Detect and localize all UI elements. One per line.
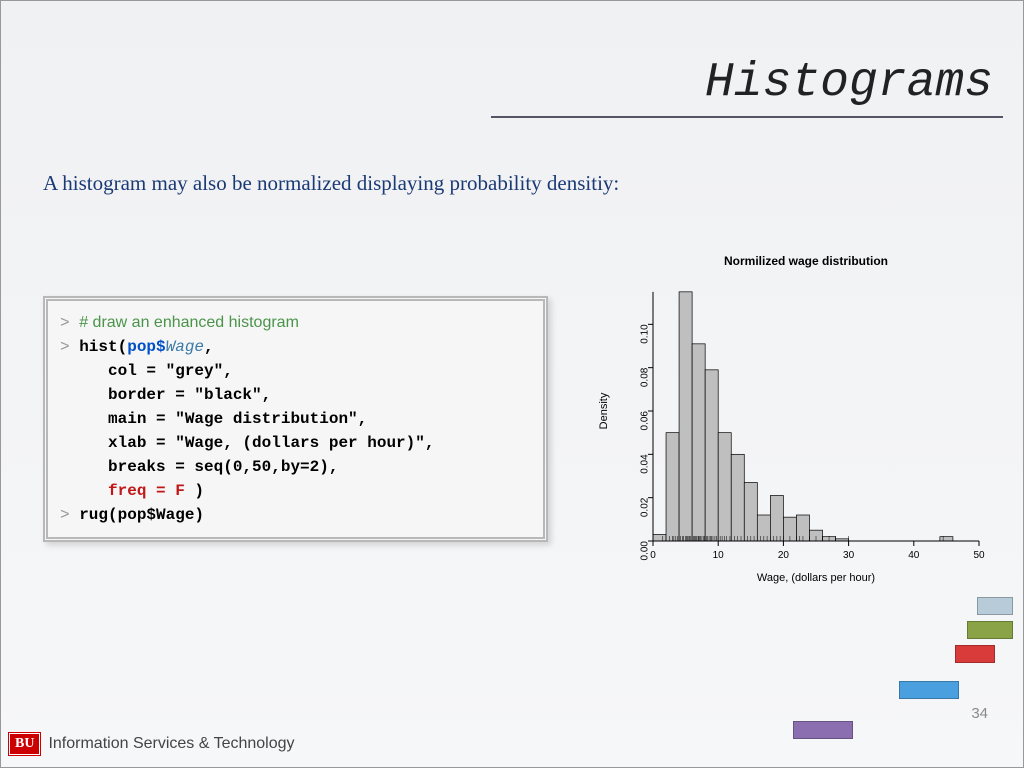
slide-title: Histograms (705, 56, 993, 110)
svg-text:Wage, (dollars per hour): Wage, (dollars per hour) (757, 572, 875, 584)
svg-text:0.08: 0.08 (640, 367, 651, 387)
svg-text:0.00: 0.00 (640, 541, 651, 561)
histogram-chart: Normilized wage distribution 0 10 20 30 40 50 0… (591, 251, 991, 591)
svg-text:Density: Density (598, 392, 610, 429)
footer: BU Information Services & Technology (9, 733, 295, 755)
bu-logo: BU (9, 733, 40, 755)
svg-text:20: 20 (778, 550, 790, 561)
title-underline (491, 116, 1003, 118)
footer-text: Information Services & Technology (48, 735, 294, 753)
svg-text:0.02: 0.02 (640, 497, 651, 517)
svg-text:Normilized wage distribution: Normilized wage distribution (724, 254, 888, 268)
svg-text:40: 40 (908, 550, 920, 561)
svg-text:50: 50 (973, 550, 985, 561)
svg-text:0: 0 (650, 550, 656, 561)
svg-text:0.06: 0.06 (640, 411, 651, 431)
code-block: > # draw an enhanced histogram > hist(po… (43, 296, 548, 542)
svg-text:0.10: 0.10 (640, 324, 651, 344)
page-number: 34 (971, 705, 988, 722)
svg-text:10: 10 (713, 550, 725, 561)
slide-subtitle: A histogram may also be normalized displ… (43, 171, 619, 196)
svg-text:0.04: 0.04 (640, 454, 651, 474)
svg-text:30: 30 (843, 550, 855, 561)
